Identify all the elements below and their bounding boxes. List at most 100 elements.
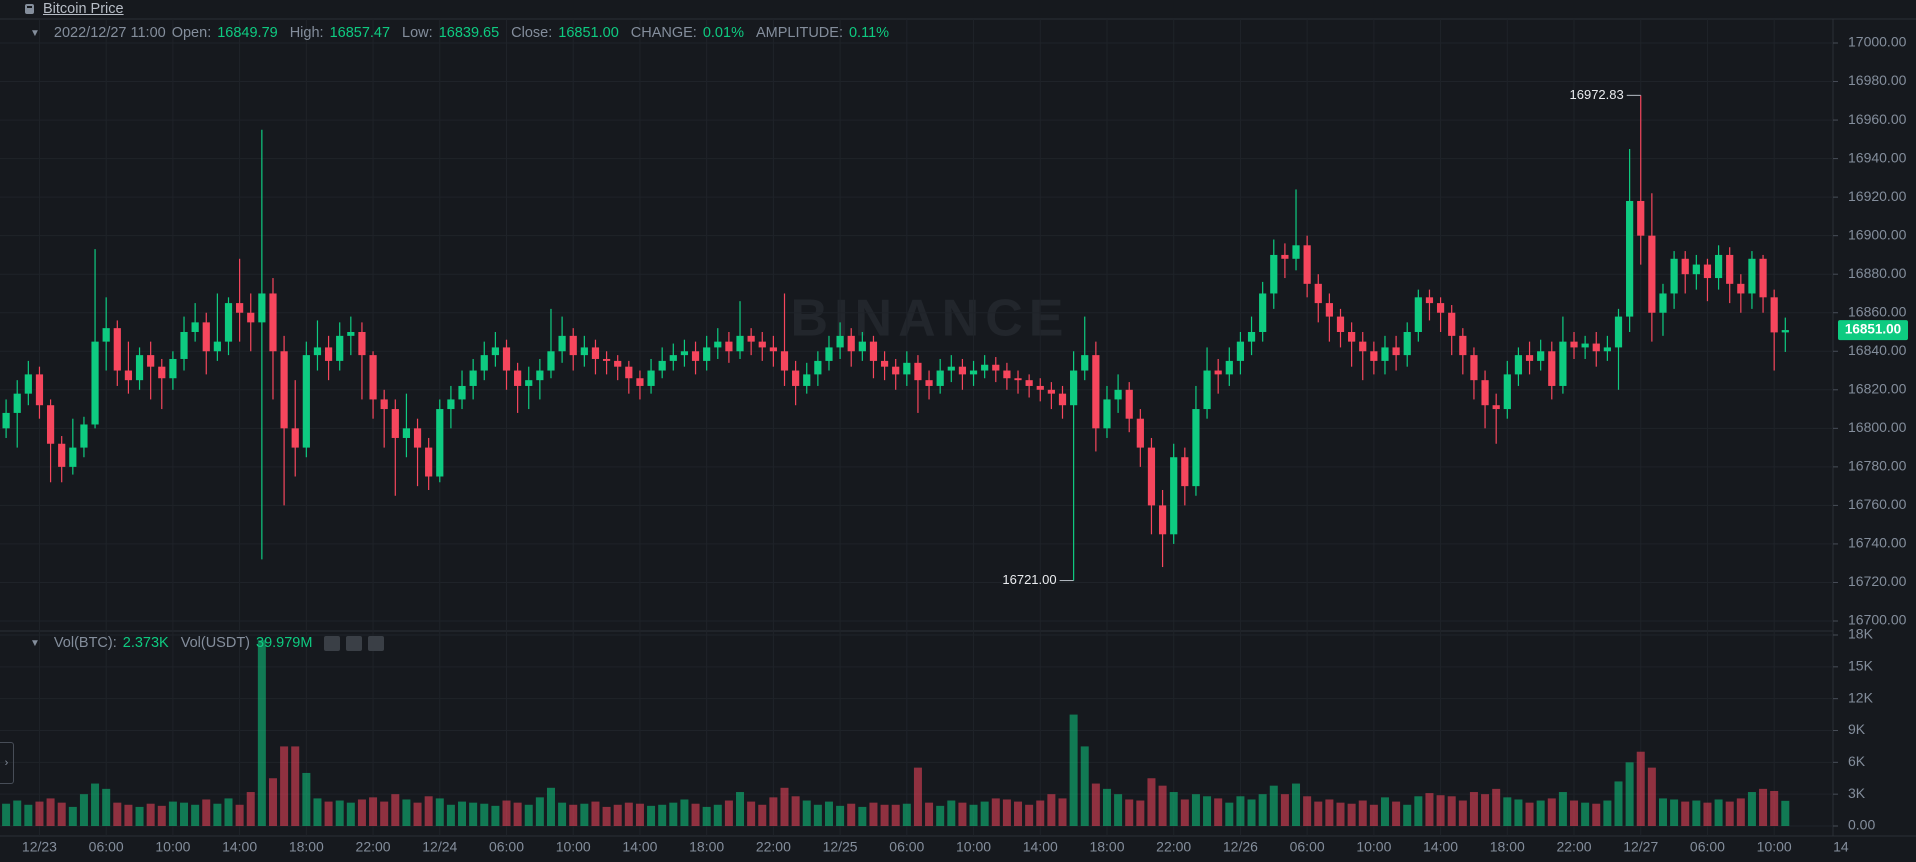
candle-body (669, 355, 677, 361)
volume-bar (324, 801, 333, 826)
candle-body (1748, 258, 1756, 294)
volume-bar (1536, 800, 1545, 826)
candle-body (992, 364, 1000, 371)
volume-bar (202, 799, 211, 826)
volume-bar (902, 803, 911, 826)
x-tick-label: 06:00 (1290, 839, 1325, 855)
volume-bar (1670, 799, 1679, 826)
volume-bar (391, 794, 400, 826)
collapse-caret[interactable]: ▼ (30, 27, 40, 39)
candle-body (847, 335, 855, 352)
volume-bar (180, 802, 189, 826)
candle-body (391, 409, 399, 438)
volume-bar (1369, 804, 1378, 826)
volume-bar (724, 800, 733, 826)
ohlc-value: 16839.65 (438, 25, 500, 41)
volume-header: ▼ Vol(BTC): 2.373K Vol(USDT) 39.979M (30, 634, 385, 652)
candle-body (1303, 245, 1311, 284)
volume-value: 39.979M (256, 635, 313, 651)
volume-bar (1191, 794, 1200, 826)
candle-body (1081, 355, 1089, 371)
volume-tick-label: 6K (1848, 753, 1866, 769)
volume-bar (1014, 801, 1023, 826)
candle-body (936, 370, 944, 386)
candle-body (1103, 399, 1111, 429)
volume-bar (2, 803, 11, 826)
volume-bar (1269, 785, 1278, 826)
candle-body (202, 322, 210, 352)
volume-bar (1225, 802, 1234, 826)
chart-title[interactable]: Bitcoin Price (43, 1, 124, 17)
volume-bar (580, 803, 589, 826)
ohlc-label: CHANGE: (630, 25, 697, 41)
volume-bar (480, 803, 489, 826)
x-tick-label: 12/25 (823, 839, 858, 855)
candle-body (803, 374, 811, 386)
volume-bar (346, 802, 355, 826)
volume-bar (280, 746, 289, 826)
ohlc-label: Open: (171, 25, 212, 41)
volume-bar (1380, 797, 1389, 826)
candle-body (480, 355, 488, 371)
candle-body (1559, 341, 1567, 386)
x-tick-label: 10:00 (155, 839, 190, 855)
candle-body (747, 335, 755, 342)
y-tick-label: 16700.00 (1848, 612, 1907, 628)
volume-bar (624, 802, 633, 826)
candle-body (124, 370, 133, 381)
volume-bar (736, 792, 745, 826)
candle-body (814, 360, 822, 375)
volume-bar (357, 799, 366, 826)
candle-body (825, 347, 833, 361)
volume-bar (1725, 801, 1734, 826)
indicator-button[interactable] (324, 635, 341, 651)
volume-bar (1114, 794, 1123, 826)
candle-body (425, 447, 433, 477)
volume-bar (758, 804, 767, 826)
volume-bar (402, 799, 411, 826)
candle-body (269, 293, 277, 352)
volume-bar (969, 804, 978, 826)
volume-bar (79, 794, 88, 826)
volume-bar (1025, 804, 1034, 826)
candle-body (947, 366, 955, 371)
volume-bar (1447, 796, 1456, 826)
candle-body (135, 355, 144, 381)
candle-body (447, 399, 455, 410)
volume-bar (13, 800, 22, 826)
volume-bar (1436, 795, 1445, 826)
volume-bar (591, 801, 600, 826)
candle-body (1192, 409, 1200, 487)
volume-bar (1203, 796, 1212, 826)
candle-body (769, 347, 777, 352)
collapse-caret[interactable]: ▼ (30, 637, 40, 649)
volume-bar (113, 802, 122, 826)
expand-tab[interactable]: › (0, 742, 14, 784)
candle-body (1070, 370, 1078, 406)
candle-body (958, 366, 967, 375)
volume-bar (913, 767, 922, 826)
candle-body (525, 380, 533, 386)
x-tick-label: 22:00 (756, 839, 791, 855)
candle-body (1637, 200, 1645, 236)
indicator-button[interactable] (346, 635, 363, 651)
x-tick-label: 14:00 (622, 839, 657, 855)
candle-body (102, 328, 110, 342)
candle-body (892, 366, 900, 375)
candle-body (903, 362, 911, 375)
volume-bar (1403, 804, 1412, 826)
candle-body (1503, 374, 1511, 410)
y-tick-label: 16800.00 (1848, 419, 1907, 435)
x-tick-label: 22:00 (356, 839, 391, 855)
x-tick-label: 12/23 (22, 839, 57, 855)
x-tick-label: 18:00 (689, 839, 724, 855)
volume-bar (91, 783, 100, 826)
volume-bar (1036, 800, 1045, 826)
x-tick-label: 10:00 (1356, 839, 1391, 855)
y-tick-label: 16820.00 (1848, 381, 1907, 397)
volume-bar (947, 800, 956, 826)
indicator-button[interactable] (368, 635, 385, 651)
candle-body (1481, 380, 1489, 406)
volume-bar (1469, 792, 1478, 826)
candle-body (1737, 283, 1745, 294)
